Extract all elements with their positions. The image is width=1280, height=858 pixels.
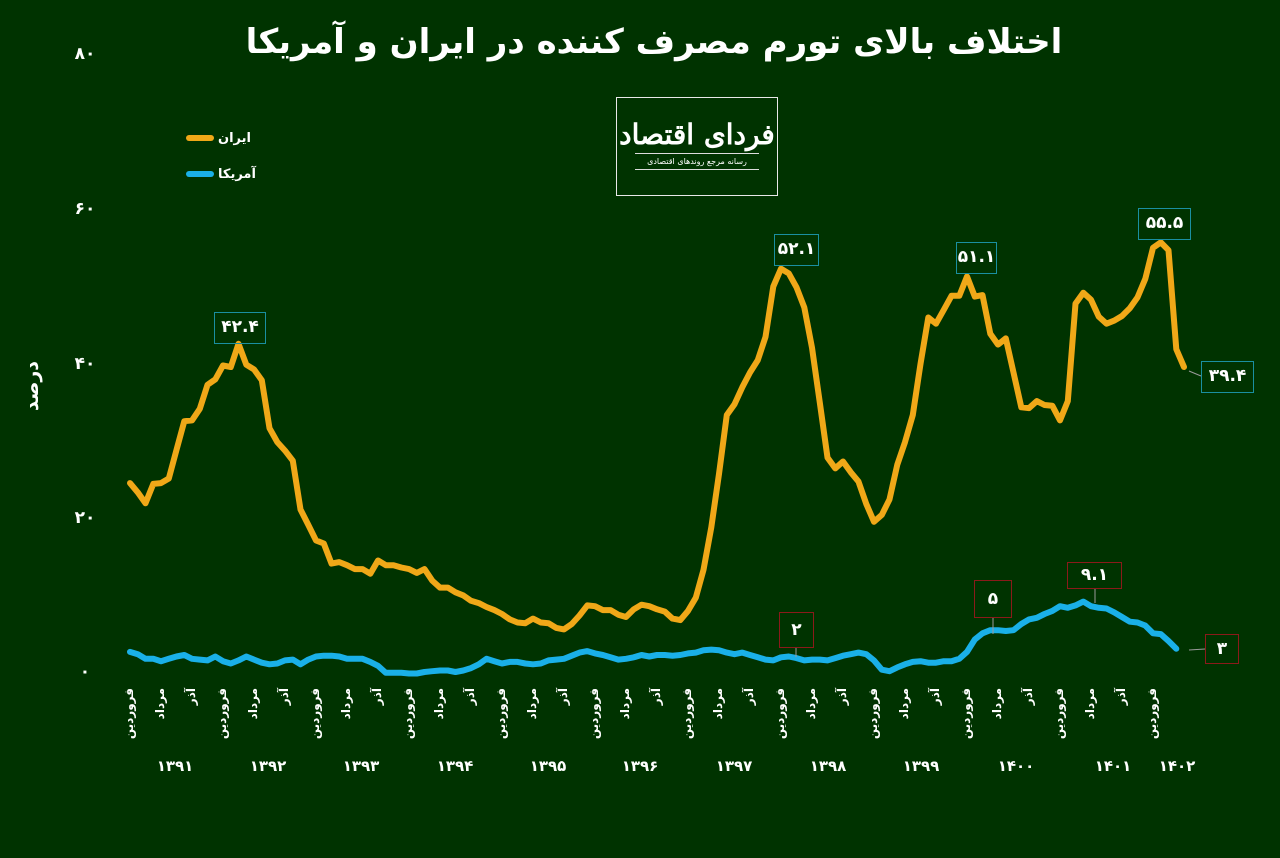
x-tick-month-label: مرداد: [525, 688, 539, 720]
legend-label-iran: ایران: [218, 130, 251, 146]
x-tick-month-label: آذر: [928, 688, 942, 706]
y-tick-20: ۲۰: [74, 508, 96, 528]
x-tick-month-label: آذر: [742, 688, 756, 706]
x-tick-month-label: آذر: [463, 688, 477, 706]
x-tick-month-label: فروردین: [494, 688, 508, 740]
x-tick-month-label: فروردین: [122, 688, 136, 740]
x-tick-year-label: ۱۳۹۷: [715, 757, 753, 775]
us-series-line: [127, 598, 1180, 677]
x-tick-month-label: مرداد: [432, 688, 446, 720]
x-tick-month-label: آذر: [1114, 688, 1128, 706]
logo-divider: [635, 153, 759, 154]
legend-swatch-iran: [186, 135, 214, 141]
x-tick-year-label: ۱۳۹۵: [529, 757, 567, 775]
x-tick-year-label: ۱۳۹۸: [809, 757, 847, 775]
x-tick-month-label: فروردین: [401, 688, 415, 740]
annotation-us-last: ۳: [1205, 634, 1239, 664]
x-tick-month-label: مرداد: [990, 688, 1004, 720]
x-tick-month-label: مرداد: [339, 688, 353, 720]
x-tick-year-label: ۱۴۰۲: [1158, 757, 1196, 775]
x-tick-month-label: مرداد: [897, 688, 911, 720]
x-tick-month-label: آذر: [277, 688, 291, 706]
logo-main-text: فردای اقتصاد: [619, 118, 776, 151]
x-tick-month-label: فروردین: [1145, 688, 1159, 740]
annotation-leaders: [795, 370, 1206, 657]
legend-swatch-us: [186, 171, 214, 177]
x-tick-month-label: فروردین: [680, 688, 694, 740]
y-tick-40: ۴۰: [74, 354, 96, 374]
annotation-iran-peak-1397: ۵۲.۱: [774, 234, 819, 266]
x-tick-month-label: فروردین: [215, 688, 229, 740]
x-tick-month-label: مرداد: [618, 688, 632, 720]
x-tick-year-label: ۱۴۰۱: [1094, 757, 1132, 775]
x-tick-month-label: مرداد: [246, 688, 260, 720]
annotation-leader-line: [1188, 370, 1202, 377]
x-tick-month-label: فروردین: [773, 688, 787, 740]
annotation-us-peak: ۹.۱: [1067, 562, 1122, 589]
y-tick-0: ۰: [79, 662, 91, 682]
x-tick-month-label: فروردین: [959, 688, 973, 740]
x-tick-month-label: فروردین: [587, 688, 601, 740]
annotation-us-1397: ۲: [779, 612, 814, 648]
legend: ایران آمریکا: [186, 120, 256, 192]
x-tick-month-label: فروردین: [866, 688, 880, 740]
y-tick-80: ۸۰: [74, 44, 96, 64]
annotation-iran-last: ۳۹.۴: [1201, 361, 1254, 393]
iran-series-line: [127, 239, 1187, 633]
x-tick-year-label: ۱۳۹۹: [902, 757, 940, 775]
x-tick-month-label: آذر: [1021, 688, 1035, 706]
x-tick-year-label: ۱۳۹۲: [249, 757, 287, 775]
x-tick-month-label: مرداد: [711, 688, 725, 720]
chart-title: اختلاف بالای تورم مصرف کننده در ایران و …: [0, 22, 1280, 62]
annotation-us-1399: ۵: [974, 580, 1012, 618]
annotation-leader-line: [1188, 648, 1206, 651]
legend-item-iran: ایران: [186, 120, 256, 156]
x-tick-month-label: مرداد: [1083, 688, 1097, 720]
logo-divider: [635, 169, 759, 170]
x-tick-month-label: مرداد: [153, 688, 167, 720]
legend-label-us: آمریکا: [218, 166, 256, 182]
chart-title-text: اختلاف بالای تورم مصرف کننده در ایران و …: [245, 22, 1063, 62]
x-tick-month-label: آذر: [184, 688, 198, 706]
x-tick-month-label: فروردین: [1052, 688, 1066, 740]
x-tick-year-label: ۱۳۹۱: [156, 757, 194, 775]
annotation-iran-peak-1392: ۴۲.۴: [214, 312, 266, 344]
x-tick-month-label: فروردین: [308, 688, 322, 740]
x-tick-month-label: آذر: [649, 688, 663, 706]
publisher-logo: فردای اقتصاد رسانه مرجع روندهای اقتصادی: [616, 97, 778, 196]
legend-item-us: آمریکا: [186, 156, 256, 192]
x-tick-month-label: آذر: [835, 688, 849, 706]
x-tick-year-label: ۱۳۹۴: [436, 757, 474, 775]
x-tick-year-label: ۱۳۹۶: [621, 757, 659, 775]
logo-subtitle: رسانه مرجع روندهای اقتصادی: [647, 157, 747, 166]
y-tick-60: ۶۰: [74, 199, 96, 219]
x-tick-year-label: ۱۴۰۰: [997, 757, 1035, 775]
annotation-iran-peak-1401: ۵۵.۵: [1138, 208, 1191, 240]
x-tick-month-label: آذر: [370, 688, 384, 706]
x-tick-year-label: ۱۳۹۳: [342, 757, 380, 775]
x-tick-month-label: آذر: [556, 688, 570, 706]
x-tick-month-label: مرداد: [804, 688, 818, 720]
annotation-iran-peak-1399: ۵۱.۱: [956, 242, 997, 274]
